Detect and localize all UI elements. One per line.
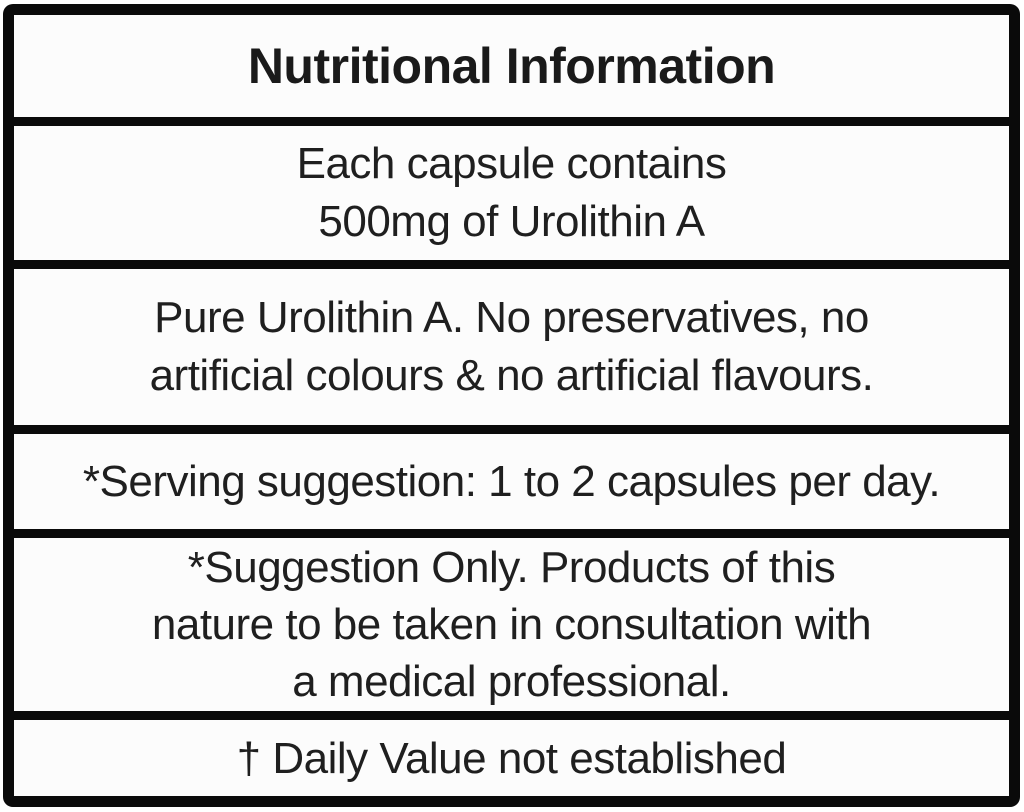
row-purity-statement: Pure Urolithin A. No preservatives, no a… (14, 268, 1009, 425)
row-capsule-contents: Each capsule contains 500mg of Urolithin… (14, 125, 1009, 260)
row-consultation-note: *Suggestion Only. Products of this natur… (14, 538, 1009, 712)
nutrition-info-label: Nutritional Information Each capsule con… (3, 4, 1020, 807)
daily-value-note-text: † Daily Value not established (236, 733, 787, 783)
label-header-row: Nutritional Information (14, 15, 1009, 117)
capsule-contents-text: Each capsule contains 500mg of Urolithin… (296, 139, 727, 246)
label-title: Nutritional Information (247, 37, 776, 94)
serving-suggestion-text: *Serving suggestion: 1 to 2 capsules per… (82, 456, 941, 506)
row-serving-suggestion: *Serving suggestion: 1 to 2 capsules per… (14, 433, 1009, 530)
consultation-note-text: *Suggestion Only. Products of this natur… (151, 543, 872, 707)
row-daily-value-note: † Daily Value not established (14, 720, 1009, 796)
purity-statement-text: Pure Urolithin A. No preservatives, no a… (149, 293, 874, 400)
